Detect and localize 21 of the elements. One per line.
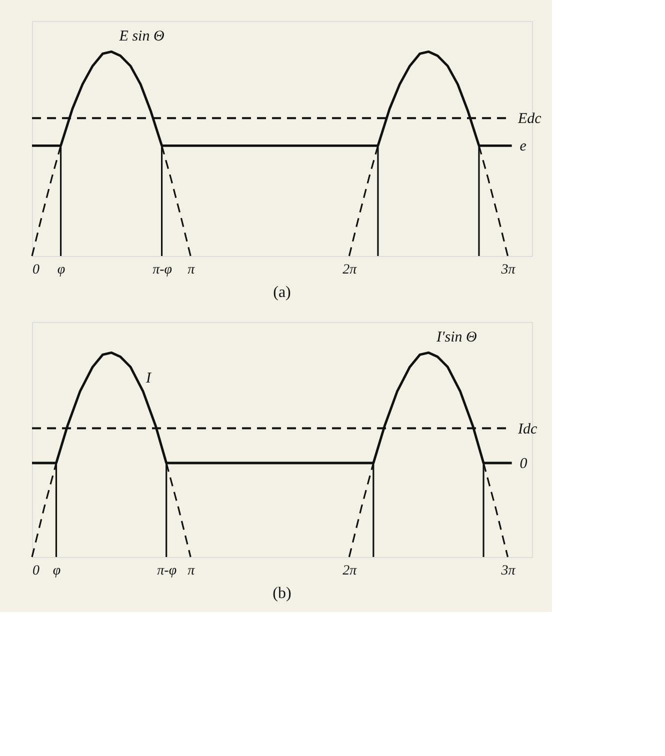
annotation: I′sin Θ [435, 330, 477, 346]
ref-line-label: Edc [517, 111, 542, 128]
x-tick-label: π [188, 262, 196, 278]
ref-line-label: Idc [517, 421, 538, 438]
x-tick-label: π-φ [157, 564, 177, 578]
x-tick-label: φ [52, 564, 61, 578]
series-label: e [520, 138, 527, 155]
x-tick-label: 2π [342, 564, 358, 578]
x-tick-label: π-φ [152, 262, 172, 278]
text: (b) [272, 585, 292, 602]
x-tick-label: 0 [32, 262, 40, 278]
x-tick-label: φ [57, 262, 66, 278]
text: (a) [273, 284, 291, 301]
x-tick-label: π [188, 564, 196, 578]
annotation: E sin Θ [118, 28, 164, 45]
x-tick-label: 3π [500, 262, 516, 278]
x-tick-label: 0 [32, 564, 40, 578]
x-tick-label: 2π [342, 262, 358, 278]
x-tick-label: 3π [500, 564, 516, 578]
series-label: 0 [520, 456, 528, 472]
annotation: I [145, 370, 152, 387]
